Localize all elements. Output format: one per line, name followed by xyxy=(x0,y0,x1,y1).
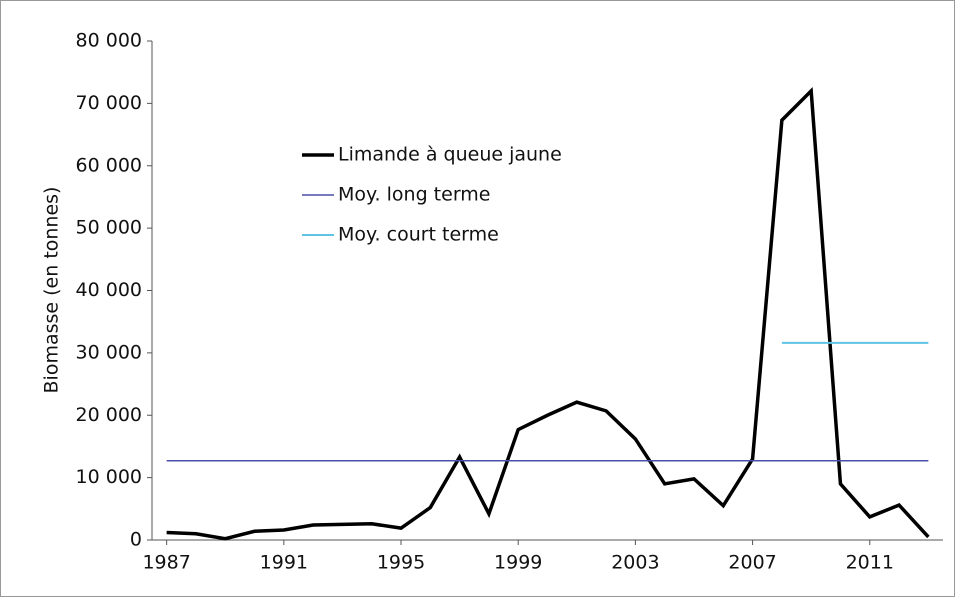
y-axis-label: Biomasse (en tonnes) xyxy=(41,187,63,394)
legend-label: Moy. long terme xyxy=(338,184,491,206)
x-tick-label: 1995 xyxy=(377,552,425,574)
x-tick-label: 2003 xyxy=(611,552,659,574)
y-tick-label: 20 000 xyxy=(76,404,142,426)
x-tick-label: 2007 xyxy=(728,552,776,574)
legend-label: Limande à queue jaune xyxy=(338,144,562,166)
x-tick-label: 1999 xyxy=(494,552,542,574)
y-tick-label: 10 000 xyxy=(76,466,142,488)
x-tick-label: 2011 xyxy=(846,552,894,574)
y-tick-label: 80 000 xyxy=(76,30,142,52)
y-tick-label: 0 xyxy=(130,529,142,551)
y-tick-label: 60 000 xyxy=(76,154,142,176)
x-tick-label: 1991 xyxy=(260,552,308,574)
series-line xyxy=(166,86,930,541)
y-tick-label: 30 000 xyxy=(76,341,142,363)
x-tick-label: 1987 xyxy=(142,552,190,574)
y-tick-label: 50 000 xyxy=(76,217,142,239)
y-tick-label: 40 000 xyxy=(76,279,142,301)
y-tick-label: 70 000 xyxy=(76,92,142,114)
legend-label: Moy. court terme xyxy=(338,224,499,246)
